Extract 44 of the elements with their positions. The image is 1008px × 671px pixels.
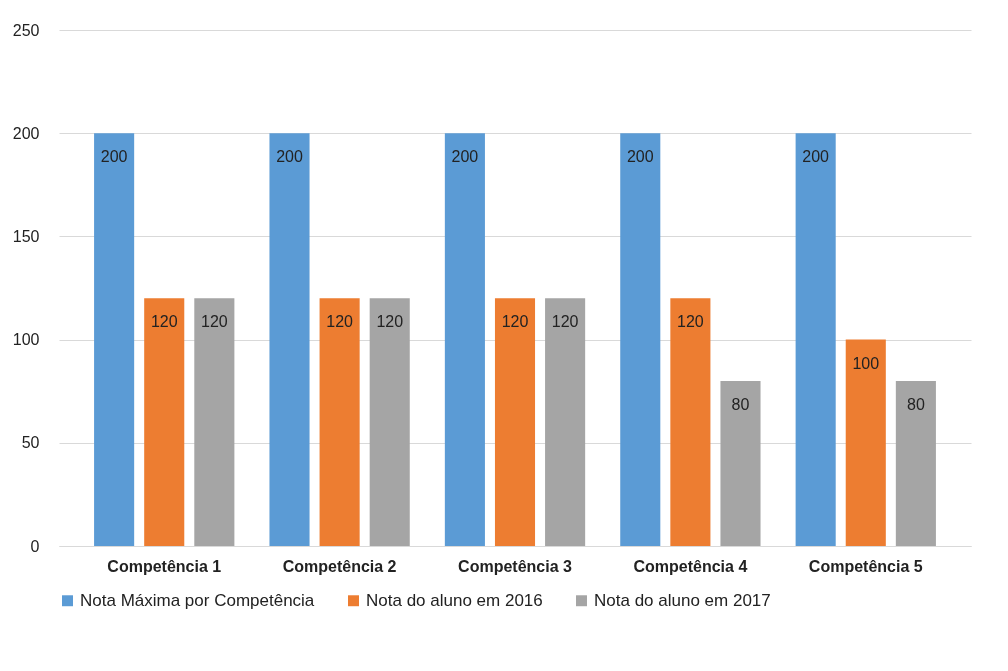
bar <box>494 298 536 546</box>
x-tick-label: Competência 4 <box>633 557 748 575</box>
bar <box>94 133 135 546</box>
data-label: 120 <box>376 313 404 331</box>
y-tick-label: 50 <box>21 434 40 452</box>
data-label: 120 <box>326 313 354 331</box>
data-label: 120 <box>200 313 228 331</box>
data-label: 120 <box>150 313 178 331</box>
data-label: 120 <box>677 313 704 331</box>
data-label: 200 <box>626 148 654 166</box>
legend-label: Nota do aluno em 2016 <box>366 590 543 610</box>
data-label: 200 <box>451 148 479 166</box>
bar <box>670 298 711 546</box>
data-label: 100 <box>852 354 880 372</box>
y-tick-label: 0 <box>30 537 40 555</box>
bar <box>144 298 185 546</box>
bar <box>620 133 661 546</box>
data-label: 120 <box>551 313 579 331</box>
data-label: 200 <box>276 148 303 166</box>
bar <box>319 298 360 546</box>
x-tick-label: Competência 3 <box>458 557 573 575</box>
x-tick-label: Competência 1 <box>107 557 222 575</box>
bar <box>269 133 310 546</box>
data-label: 200 <box>100 148 128 166</box>
x-tick-label: Competência 2 <box>282 557 397 575</box>
bar <box>895 380 936 546</box>
x-tick-label: Competência 5 <box>808 557 923 575</box>
bar <box>545 298 586 546</box>
bar <box>444 133 485 546</box>
data-label: 200 <box>802 148 830 166</box>
y-tick-label: 100 <box>12 331 40 349</box>
bar <box>369 298 410 546</box>
y-tick-label: 150 <box>12 227 40 245</box>
y-tick-label: 200 <box>12 124 40 142</box>
y-tick-label: 250 <box>12 21 40 39</box>
data-label: 80 <box>731 395 750 413</box>
bar <box>795 133 836 546</box>
data-label: 80 <box>906 395 925 413</box>
data-label: 120 <box>501 313 529 331</box>
bar <box>194 298 235 546</box>
legend-label: Nota do aluno em 2017 <box>594 590 771 610</box>
bar <box>720 380 761 546</box>
bar <box>845 339 886 546</box>
legend-label: Nota Máxima por Competência <box>80 590 315 610</box>
